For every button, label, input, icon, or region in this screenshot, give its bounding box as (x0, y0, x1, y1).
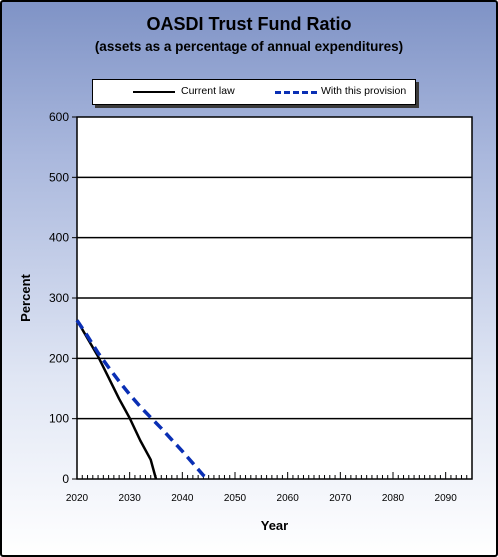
y-tick-label-100: 100 (49, 412, 69, 426)
x-tick-label-2030: 2030 (119, 493, 142, 504)
x-tick-label-2090: 2090 (435, 493, 458, 504)
y-axis-label: Percent (18, 273, 33, 321)
legend: Current law With this provision (92, 79, 416, 105)
y-tick-label-200: 200 (49, 351, 69, 365)
legend-label-current-law: Current law (181, 85, 235, 97)
x-tick-label-2060: 2060 (277, 493, 300, 504)
x-tick-label-2080: 2080 (382, 493, 405, 504)
x-axis-label: Year (261, 518, 288, 533)
series-line-current-law (75, 319, 158, 480)
y-tick-label-0: 0 (62, 472, 69, 486)
y-tick-label-600: 600 (49, 110, 69, 124)
x-tick-label-2070: 2070 (329, 493, 352, 504)
y-tick-label-500: 500 (49, 170, 69, 184)
x-tick-label-2020: 2020 (66, 493, 89, 504)
x-tick-label-2040: 2040 (171, 493, 194, 504)
plot-border (76, 116, 473, 480)
chart-title: OASDI Trust Fund Ratio (146, 14, 352, 34)
legend-swatch-with-provision (275, 91, 317, 94)
y-tick-label-400: 400 (49, 231, 69, 245)
legend-label-with-provision: With this provision (321, 85, 407, 97)
legend-swatch-current-law (133, 91, 175, 93)
y-tick-label-300: 300 (49, 291, 69, 305)
series-line-with-provision (75, 319, 210, 481)
x-tick-label-2050: 2050 (224, 493, 247, 504)
chart-subtitle: (assets as a percentage of annual expend… (94, 39, 404, 54)
